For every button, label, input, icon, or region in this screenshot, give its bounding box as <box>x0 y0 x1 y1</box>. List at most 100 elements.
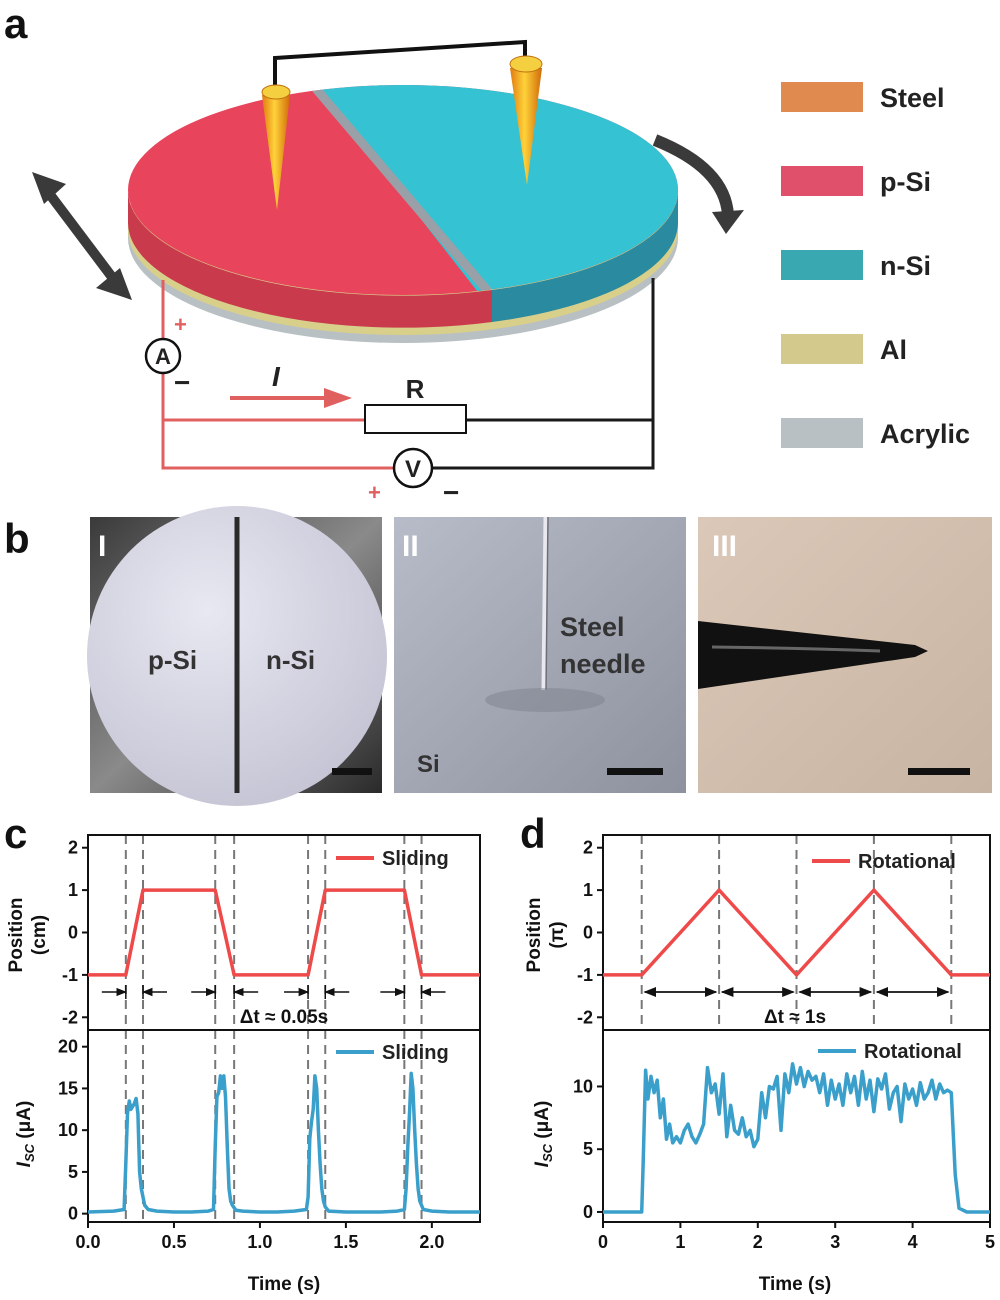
y-tick-label: 10 <box>58 1120 78 1140</box>
gap-line <box>308 85 496 295</box>
panel-c-letter: c <box>4 810 27 857</box>
resistor <box>364 404 467 434</box>
chart-d-current: 0 5 10 0 1 2 3 4 5 Rotational <box>573 1029 995 1252</box>
photo-1-label: I <box>98 530 106 563</box>
needle-label: needle <box>560 649 646 679</box>
scale-bar <box>607 768 663 775</box>
resistor-label: R <box>406 374 425 404</box>
y-tick-label: 1 <box>583 880 593 900</box>
double-arrow-icon <box>32 172 132 300</box>
photo-3-label: III <box>712 530 737 563</box>
plot-frame <box>87 1029 481 1223</box>
panel-c: c -2 -1 0 1 2 Sliding 0 5 10 15 20 0.0 0.5 1.0 1.5 2.0… <box>4 810 481 1295</box>
legend-swatch <box>781 334 863 364</box>
x-tick-label: 5 <box>985 1232 995 1252</box>
legend-label: Sliding <box>382 1042 449 1064</box>
photo-2-label: II <box>402 530 419 563</box>
chart-d-position: -2 -1 0 1 2 Rotational <box>577 834 991 1031</box>
x-tick-label: 4 <box>908 1232 918 1252</box>
n-si-label: n-Si <box>266 645 315 675</box>
x-tick-label: 2 <box>753 1232 763 1252</box>
series-line <box>87 1071 480 1214</box>
scale-bar <box>908 768 970 775</box>
y-tick-label: 2 <box>68 838 78 858</box>
c-position-ylabel-1: Position <box>6 898 27 973</box>
y-tick-label: 5 <box>68 1162 78 1182</box>
legend-label: Acrylic <box>880 419 970 449</box>
d-xlabel: Time (s) <box>759 1274 832 1295</box>
panel-b: b I p-Si n-Si II Steel needle Si <box>4 506 992 806</box>
legend-label: Al <box>880 335 907 365</box>
y-tick-label: 2 <box>583 838 593 858</box>
x-tick-label: 2.0 <box>419 1232 444 1252</box>
x-tick-label: 0 <box>598 1232 608 1252</box>
panel-a: a <box>4 0 970 508</box>
y-tick-label: 0 <box>583 1202 593 1222</box>
chart-c-current: 0 5 10 15 20 0.0 0.5 1.0 1.5 2.0 Sliding <box>58 1029 481 1252</box>
photo-needle-tip: III <box>698 517 992 793</box>
x-tick-label: 1.5 <box>333 1232 358 1252</box>
legend-label: Rotational <box>864 1041 962 1063</box>
y-tick-label: -1 <box>62 965 78 985</box>
series-line <box>603 1062 990 1214</box>
n-si-side <box>492 190 679 322</box>
steel-label: Steel <box>560 612 625 642</box>
x-tick-label: 3 <box>830 1232 840 1252</box>
voltmeter-plus: + <box>368 480 381 505</box>
photo-needle-contact: II Steel needle Si <box>394 516 686 793</box>
c-position-ylabel-2: (cm) <box>29 915 50 955</box>
legend-swatch <box>781 82 863 112</box>
ammeter-plus: + <box>174 312 187 337</box>
voltmeter-minus: − <box>443 477 459 508</box>
needle-left <box>261 84 291 210</box>
y-tick-label: 0 <box>68 1204 78 1224</box>
d-current-ylabel: ISC (μA) <box>532 1101 555 1168</box>
ammeter-label: A <box>155 344 171 369</box>
y-tick-label: 5 <box>583 1139 593 1159</box>
photo-wafer: I p-Si n-Si <box>87 506 387 806</box>
x-tick-label: 1 <box>675 1232 685 1252</box>
panel-b-letter: b <box>4 515 30 562</box>
ammeter <box>144 337 182 375</box>
c-xlabel: Time (s) <box>248 1274 321 1295</box>
p-si-side <box>127 190 493 328</box>
c-current-ylabel: ISC (μA) <box>14 1101 37 1168</box>
material-legend: Steel p-Si n-Si Al Acrylic <box>781 82 970 449</box>
y-tick-label: -1 <box>577 965 593 985</box>
d-delta-annotation: Δt ≈ 1s <box>764 1007 826 1028</box>
d-position-ylabel-1: Position <box>524 898 545 973</box>
needle <box>541 516 549 691</box>
y-tick-label: 1 <box>68 880 78 900</box>
series-line <box>603 888 990 977</box>
y-tick-label: 10 <box>573 1076 593 1096</box>
x-tick-label: 0.5 <box>161 1232 186 1252</box>
needle-tip <box>698 621 928 689</box>
legend-label: p-Si <box>880 167 931 197</box>
voltmeter <box>392 447 434 489</box>
current-arrow-head <box>324 388 352 408</box>
y-tick-label: 15 <box>58 1078 78 1098</box>
panel-d: d -2 -1 0 1 2 Rotational 0 5 10 0 1 2 3 4 5 Rotational… <box>520 810 995 1295</box>
ammeter-minus: − <box>174 367 190 398</box>
p-si-label: p-Si <box>148 645 197 675</box>
legend-label: n-Si <box>880 251 931 281</box>
legend-label: Steel <box>880 83 945 113</box>
series-line <box>88 888 480 977</box>
y-tick-label: -2 <box>577 1007 593 1027</box>
disk-top <box>128 85 678 295</box>
legend-swatch <box>781 250 863 280</box>
y-tick-label: -2 <box>62 1007 78 1027</box>
d-position-ylabel-2: (π) <box>547 921 568 948</box>
plot-frame <box>602 1029 991 1223</box>
legend-swatch <box>781 418 863 448</box>
needle-wire <box>273 39 527 88</box>
legend-label: Rotational <box>858 851 956 873</box>
y-tick-label: 20 <box>58 1037 78 1057</box>
rotation-arrow-icon <box>652 134 744 234</box>
si-label: Si <box>417 751 440 778</box>
x-tick-label: 0.0 <box>75 1232 100 1252</box>
current-label: I <box>272 361 281 392</box>
n-si-top <box>312 85 678 295</box>
x-tick-label: 1.0 <box>247 1232 272 1252</box>
